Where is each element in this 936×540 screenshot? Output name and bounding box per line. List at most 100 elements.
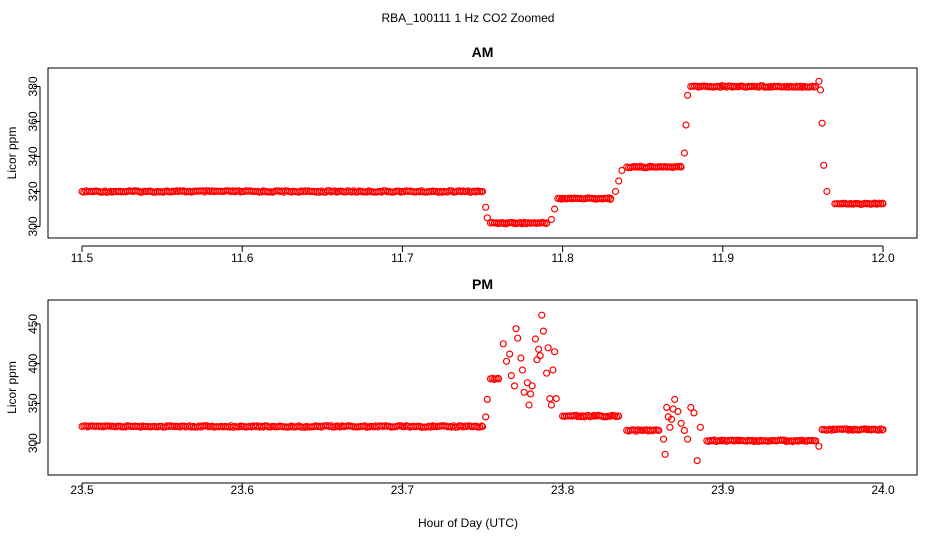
am-data-point <box>478 187 487 196</box>
am-data-point <box>611 187 620 196</box>
am-data-point <box>618 166 626 175</box>
pm-data-point <box>655 426 663 434</box>
pm-data-point <box>536 352 544 360</box>
am-data-point <box>680 149 689 157</box>
am-plot-frame <box>47 67 918 239</box>
am-panel-title: AM <box>472 44 494 60</box>
pm-data-point <box>483 395 491 403</box>
pm-data-point <box>482 413 490 421</box>
am-data-points <box>78 77 887 228</box>
am-x-tick-label: 11.7 <box>391 251 414 265</box>
am-data-point <box>816 86 825 94</box>
pm-data-point <box>502 357 511 365</box>
pm-data-point <box>550 348 559 356</box>
pm-data-point <box>812 437 820 445</box>
pm-data-point <box>549 366 557 374</box>
pm-data-point <box>507 372 515 380</box>
pm-data-point <box>478 422 487 431</box>
pm-data-points <box>78 311 887 465</box>
am-data-point <box>820 161 828 169</box>
am-panel: AM Licor ppm 11.5 11.6 11.7 11.8 11.9 12.0 300 32… <box>5 44 918 265</box>
am-y-tick-label: 340 <box>26 146 40 166</box>
am-x-tick-label: 11.5 <box>71 251 94 265</box>
pm-data-point <box>514 334 522 342</box>
pm-data-point <box>494 375 503 383</box>
pm-data-point <box>693 457 701 465</box>
pm-data-point <box>517 354 525 362</box>
pm-data-point <box>690 409 698 417</box>
pm-data-point <box>659 435 668 443</box>
pm-data-point <box>815 442 823 450</box>
pm-data-point <box>696 423 705 431</box>
pm-data-point <box>512 325 520 333</box>
am-data-point <box>682 121 690 129</box>
am-data-point <box>483 214 491 222</box>
pm-data-point <box>526 390 535 398</box>
pm-data-point <box>842 425 851 433</box>
pm-y-tick-label: 400 <box>26 353 40 373</box>
pm-data-point <box>499 340 507 348</box>
pm-x-tick-label: 23.8 <box>551 483 575 497</box>
am-data-point <box>812 82 820 91</box>
pm-data-point <box>661 450 669 458</box>
pm-data-point <box>671 395 679 403</box>
pm-panel-title: PM <box>472 276 493 292</box>
am-y-axis-label: Licor ppm <box>5 127 19 180</box>
pm-data-point <box>547 401 556 409</box>
am-x-tick-label: 11.8 <box>551 251 574 265</box>
am-y-tick-label: 320 <box>26 181 40 201</box>
am-x-tick-label: 11.9 <box>712 251 735 265</box>
pm-data-point <box>542 369 551 377</box>
am-data-point <box>547 215 556 224</box>
pm-panel: PM Licor ppm 23.5 23.6 23.7 23.8 23.9 24.0 300 35… <box>5 276 918 497</box>
pm-x-tick-label: 23.7 <box>391 483 415 497</box>
pm-y-tick-label: 350 <box>26 393 40 413</box>
am-data-point <box>615 177 623 185</box>
pm-data-point <box>677 419 685 427</box>
am-y-tick-label: 300 <box>26 216 40 236</box>
am-data-point <box>818 119 826 127</box>
pm-data-point <box>544 344 552 352</box>
pm-data-point <box>506 350 514 358</box>
am-data-point <box>683 91 692 99</box>
am-y-tick-label: 360 <box>26 111 40 131</box>
pm-x-tick-label: 24.0 <box>871 483 895 497</box>
figure-title: RBA_100111 1 Hz CO2 Zoomed <box>382 11 555 25</box>
pm-data-point <box>666 423 674 431</box>
am-data-point <box>823 187 831 196</box>
am-y-tick-label: 380 <box>26 76 40 96</box>
pm-data-point <box>680 426 689 434</box>
pm-y-axis-label: Licor ppm <box>5 361 19 414</box>
pm-y-tick-label: 300 <box>26 433 40 453</box>
x-axis-label: Hour of Day (UTC) <box>418 516 518 530</box>
pm-x-tick-label: 23.6 <box>231 483 255 497</box>
am-data-point <box>879 200 887 208</box>
am-data-point <box>607 194 615 203</box>
pm-data-point <box>674 407 682 415</box>
pm-data-point <box>520 388 528 396</box>
am-data-point <box>482 203 490 211</box>
am-data-point <box>542 219 551 227</box>
pm-data-point <box>523 379 532 387</box>
pm-data-point <box>531 335 540 343</box>
pm-plot-frame <box>47 299 918 476</box>
pm-data-point <box>539 327 548 335</box>
pm-data-point <box>538 311 546 319</box>
pm-data-point <box>510 382 519 390</box>
pm-data-point <box>528 382 536 390</box>
pm-data-point <box>552 395 560 403</box>
am-data-point <box>815 77 823 85</box>
pm-data-point <box>663 403 671 411</box>
pm-data-point <box>518 366 527 374</box>
pm-data-point <box>879 426 887 434</box>
pm-x-tick-label: 23.5 <box>70 483 94 497</box>
am-data-point <box>677 163 685 171</box>
pm-data-point <box>667 415 676 423</box>
am-data-point <box>550 205 559 213</box>
pm-data-point <box>525 401 533 409</box>
pm-data-point <box>687 403 695 411</box>
pm-data-point <box>615 412 623 420</box>
pm-y-tick-label: 450 <box>26 314 40 334</box>
